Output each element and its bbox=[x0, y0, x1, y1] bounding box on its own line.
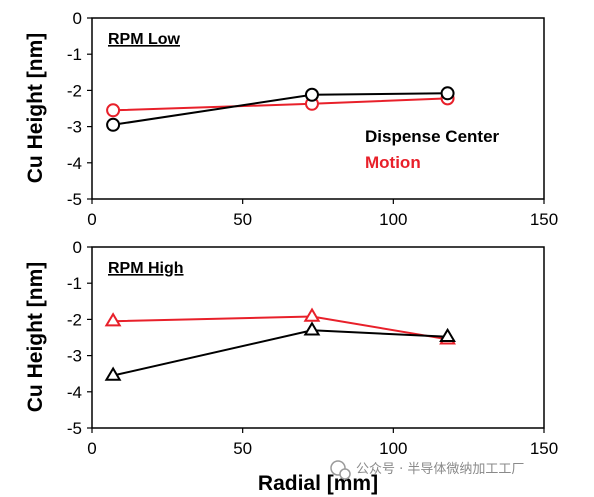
y-tick-label: -3 bbox=[67, 118, 82, 137]
panel-label-rpm-low: RPM Low bbox=[108, 31, 181, 48]
legend-motion: Motion bbox=[365, 153, 421, 172]
y-tick-label: -2 bbox=[67, 310, 82, 329]
y-tick-label: -3 bbox=[67, 347, 82, 366]
panel-rpm-low: 0 -1 -2 -3 -4 -5 0 50 100 150 RPM Low Dispense Ce… bbox=[24, 9, 558, 229]
x-tick-label: 50 bbox=[233, 439, 252, 458]
plot-area-rpm-high bbox=[91, 246, 545, 429]
watermark: 公众号 · 半导体微纳加工工厂 bbox=[330, 460, 524, 480]
x-tick-label: 50 bbox=[233, 210, 252, 229]
plot-area-rpm-low bbox=[91, 17, 545, 200]
wechat-icon-small bbox=[339, 468, 351, 480]
data-point-dispense-center bbox=[304, 87, 319, 102]
y-tick-label: -5 bbox=[67, 190, 82, 209]
y-tick-label: -2 bbox=[67, 81, 82, 100]
y-tick-label: -1 bbox=[67, 45, 82, 64]
panel-rpm-low-ticks: 0 -1 -2 -3 -4 -5 0 50 100 150 bbox=[67, 9, 558, 229]
x-tick-label: 150 bbox=[530, 210, 558, 229]
y-tick-label: 0 bbox=[73, 238, 82, 257]
data-point-dispense-center bbox=[106, 117, 121, 132]
y-tick-label: 0 bbox=[73, 9, 82, 28]
data-point-motion bbox=[106, 103, 121, 118]
data-point-motion bbox=[104, 312, 122, 327]
legend-dispense-center: Dispense Center bbox=[365, 127, 500, 146]
x-tick-label: 100 bbox=[379, 210, 407, 229]
x-tick-label: 0 bbox=[87, 439, 96, 458]
panel-rpm-high-series bbox=[104, 307, 456, 381]
panel-label-rpm-high: RPM High bbox=[108, 260, 184, 277]
y-axis-label-rpm-low: Cu Height [nm] bbox=[24, 33, 47, 183]
x-tick-label: 100 bbox=[379, 439, 407, 458]
panel-rpm-high-ticks: 0 -1 -2 -3 -4 -5 0 50 100 150 bbox=[67, 238, 558, 458]
data-point-dispense-center bbox=[104, 366, 122, 381]
y-tick-label: -5 bbox=[67, 419, 82, 438]
y-tick-label: -4 bbox=[67, 154, 82, 173]
data-point-dispense-center bbox=[440, 86, 455, 101]
y-tick-label: -1 bbox=[67, 274, 82, 293]
wechat-icon bbox=[330, 460, 346, 476]
y-axis-label-rpm-high: Cu Height [nm] bbox=[24, 262, 47, 412]
data-point-motion bbox=[303, 307, 321, 322]
x-tick-label: 0 bbox=[87, 210, 96, 229]
x-tick-label: 150 bbox=[530, 439, 558, 458]
y-tick-label: -4 bbox=[67, 383, 82, 402]
watermark-text: 公众号 · 半导体微纳加工工厂 bbox=[356, 462, 524, 477]
data-point-dispense-center bbox=[303, 321, 321, 336]
panel-rpm-low-series bbox=[106, 86, 455, 132]
data-point-dispense-center bbox=[439, 327, 456, 342]
